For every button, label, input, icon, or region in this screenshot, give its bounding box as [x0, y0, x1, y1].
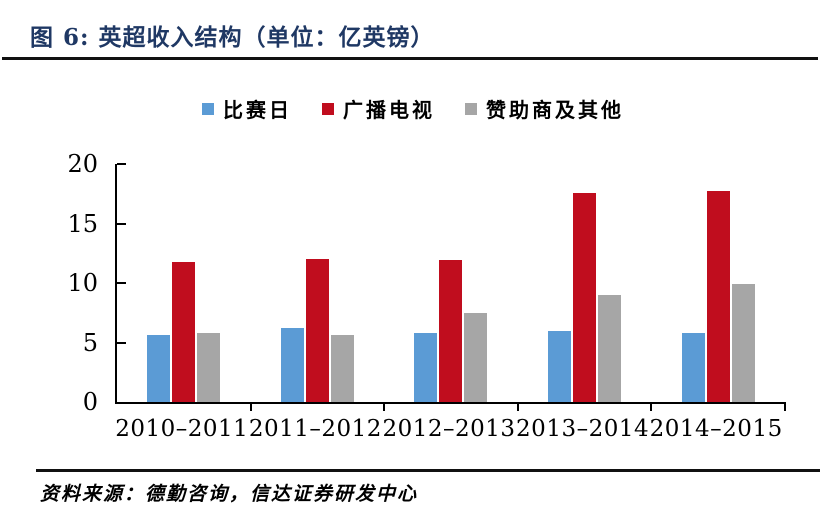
plot-area: [115, 163, 786, 411]
legend-item: 赞助商及其他: [465, 94, 624, 123]
legend-swatch-icon: [322, 102, 334, 115]
bar-广播电视: [573, 192, 597, 402]
bar-广播电视: [305, 259, 329, 402]
bar-比赛日: [681, 332, 705, 402]
x-tick-mark: [249, 402, 252, 411]
x-category-label: 2013–2014: [516, 416, 650, 442]
y-tick-mark: [117, 341, 126, 344]
bar-group: [117, 164, 251, 402]
bar-赞助商及其他: [731, 284, 755, 402]
x-tick-mark: [784, 402, 786, 411]
chart-legend: 比赛日 广播电视 赞助商及其他: [0, 94, 826, 123]
y-tick-label: 10: [67, 269, 98, 297]
y-tick-label: 5: [82, 328, 98, 357]
x-category-label: 2012–2013: [382, 416, 516, 442]
y-tick-mark: [117, 282, 126, 284]
bar-group: [518, 164, 652, 402]
x-tick-mark: [516, 402, 519, 411]
legend-label: 比赛日: [223, 98, 292, 122]
legend-item: 比赛日: [202, 94, 292, 123]
bar-比赛日: [548, 330, 572, 402]
bar-赞助商及其他: [197, 332, 221, 402]
legend-item: 广播电视: [322, 94, 435, 123]
bar-广播电视: [706, 191, 730, 402]
legend-swatch-icon: [465, 102, 477, 115]
y-tick-mark: [117, 163, 126, 165]
x-tick-mark: [383, 402, 386, 411]
legend-label: 赞助商及其他: [486, 98, 624, 122]
x-category-label: 2011–2012: [248, 416, 382, 442]
bar-group: [651, 164, 785, 402]
x-tick-mark: [650, 402, 653, 411]
bar-比赛日: [147, 335, 171, 402]
bar-赞助商及其他: [464, 312, 488, 402]
y-tick-label: 0: [82, 388, 98, 416]
bar-广播电视: [172, 261, 196, 402]
x-category-label: 2014–2015: [649, 416, 783, 442]
y-tick-label: 15: [67, 209, 98, 238]
y-tick-label: 20: [67, 150, 98, 178]
title-divider: [2, 57, 818, 60]
bar-广播电视: [439, 260, 463, 402]
bar-group: [251, 164, 385, 402]
legend-swatch-icon: [202, 102, 214, 115]
bar-group: [384, 164, 518, 402]
legend-label: 广播电视: [343, 98, 435, 122]
figure-title: 图 6: 英超收入结构（单位：亿英镑）: [30, 24, 435, 51]
source-note: 资料来源：德勤咨询，信达证券研发中心: [40, 483, 419, 505]
bar-比赛日: [280, 328, 304, 402]
y-tick-mark: [117, 222, 126, 225]
bar-赞助商及其他: [330, 335, 354, 402]
x-category-label: 2010–2011: [115, 416, 249, 442]
source-divider: [36, 469, 820, 472]
bar-chart: 比赛日 广播电视 赞助商及其他 0 5 10 15 20 2010–2011 2011–201…: [0, 94, 826, 442]
bar-比赛日: [414, 332, 438, 402]
bar-赞助商及其他: [598, 294, 622, 402]
